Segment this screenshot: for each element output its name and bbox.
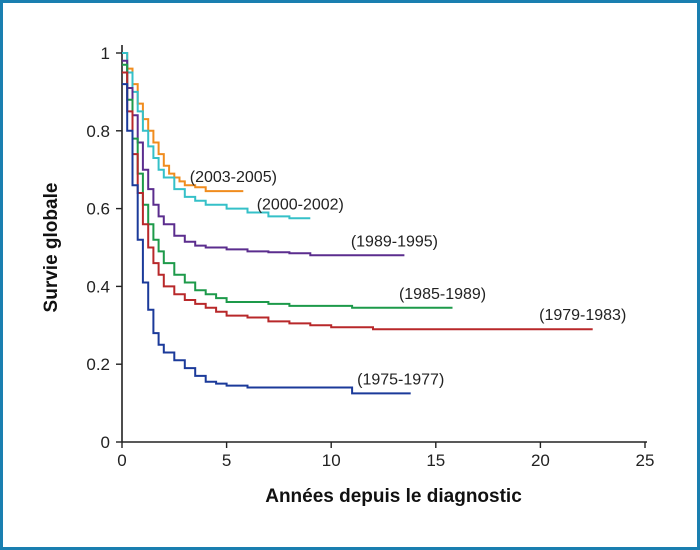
series-line-4 [122,71,593,331]
series-label-4: (1979-1983) [539,307,626,324]
y-tick-label: 0 [101,433,110,452]
series-lines [122,52,593,395]
y-tick-label: 0.4 [86,277,110,296]
series-label-2: (1989-1995) [351,233,438,250]
series-label-0: (2003-2005) [190,169,277,186]
series-line-1 [122,52,311,220]
ticks: 0 5 10 15 20 25 0 0.2 0.4 0.6 0.8 1 [86,44,654,470]
x-tick-label: 0 [117,451,126,470]
series-labels: (2003-2005) (2000-2002) (1989-1995) (1985-1… [190,169,627,388]
y-tick-label: 0.6 [86,200,110,219]
x-tick-label: 5 [222,451,231,470]
x-tick-label: 10 [322,451,341,470]
y-axis-title: Survie globale [41,183,62,313]
axes [121,45,647,443]
x-axis-title: Années depuis le diagnostic [265,486,522,507]
y-tick-label: 0.8 [86,122,110,141]
x-tick-label: 20 [531,451,550,470]
y-tick-label: 1 [101,44,110,63]
series-label-3: (1985-1989) [399,286,486,303]
series-label-5: (1975-1977) [357,371,444,388]
series-line-5 [122,83,411,395]
x-tick-label: 15 [426,451,445,470]
y-tick-label: 0.2 [86,355,110,374]
series-line-0 [122,52,244,193]
series-line-3 [122,63,453,309]
x-tick-label: 25 [636,451,655,470]
series-label-1: (2000-2002) [257,196,344,213]
